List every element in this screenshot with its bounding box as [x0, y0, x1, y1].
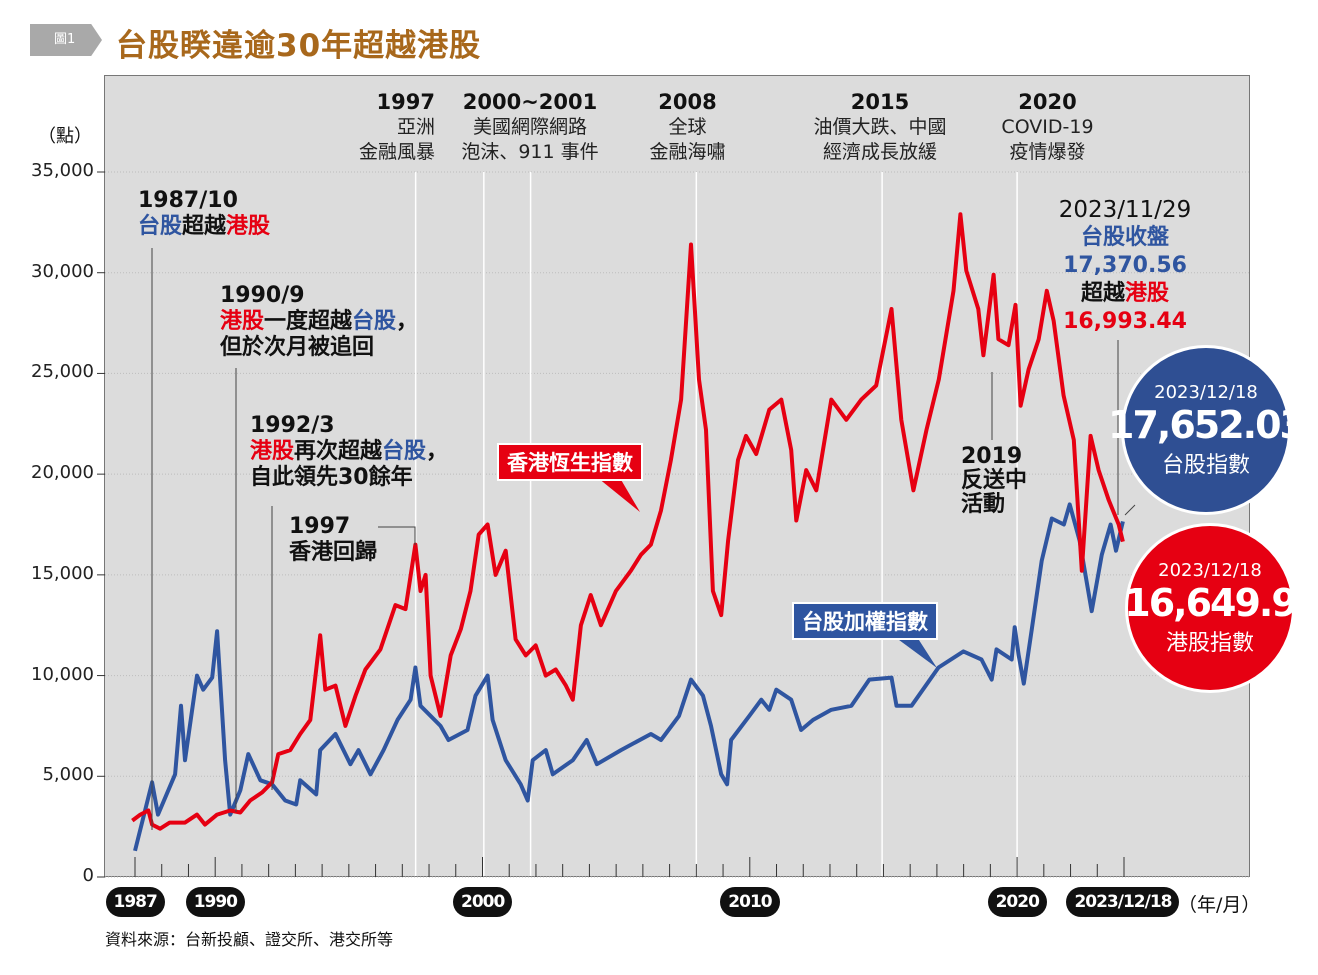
y-tick-label: 25,000	[31, 361, 94, 383]
hsi-label-pointer	[598, 478, 640, 512]
event-2000: 2000~2001 美國網際網路 泡沫、911 事件	[440, 90, 620, 165]
y-tick-label: 10,000	[31, 663, 94, 685]
event-year: 2020	[1018, 90, 1077, 114]
y-axis-label: （點）	[38, 126, 92, 147]
taiex-label-pointer	[895, 637, 937, 668]
taiex-series-label: 台股加權指數	[792, 602, 938, 640]
x-axis-label: （年/月）	[1178, 894, 1261, 916]
x-tick-label: 1990	[185, 887, 246, 917]
callout-2023: 2023/11/29 台股收盤 17,370.56 超越港股 16,993.44	[1058, 197, 1192, 334]
y-tick-label: 20,000	[31, 462, 94, 484]
chart-title: 台股睽違逾30年超越港股	[116, 28, 482, 64]
callout-1990: 1990/9 港股一度超越台股， 但於次月被追回	[220, 283, 419, 360]
callout-1997: 1997 香港回歸	[289, 514, 378, 565]
event-2008: 2008 全球 金融海嘯	[630, 90, 745, 165]
event-2020: 2020 COVID-19 疫情爆發	[985, 90, 1110, 165]
y-tick-label: 30,000	[31, 260, 94, 282]
x-tick-label: 2010	[720, 887, 780, 917]
callout-1987: 1987/10 台股超越港股	[138, 188, 271, 239]
event-year: 2000~2001	[462, 90, 598, 114]
taiex-line	[133, 502, 1125, 852]
source-note: 資料來源：台新投顧、證交所、港交所等	[105, 930, 394, 949]
event-year: 2015	[850, 90, 910, 114]
y-tick-label: 35,000	[31, 160, 94, 181]
callout-2019: 2019 反送中 活動	[961, 444, 1028, 517]
event-1997: 1997 亞洲 金融風暴	[340, 90, 435, 165]
y-tick-label: 5,000	[42, 764, 94, 786]
x-tick-label: 2000	[452, 887, 513, 917]
event-year: 2008	[658, 90, 717, 114]
callout-1992: 1992/3 港股再次超越台股， 自此領先30餘年	[250, 413, 449, 490]
x-tick-label: 2020	[987, 887, 1047, 917]
hsi-series-label: 香港恆生指數	[497, 443, 643, 481]
y-tick-label: 0	[82, 865, 94, 886]
callout-leader	[378, 526, 416, 545]
hsi-line	[131, 212, 1125, 831]
hsi-badge: 2023/12/18 16,649.9 港股指數	[1124, 523, 1298, 693]
y-tick-label: 15,000	[31, 562, 94, 584]
x-tick-label: 2023/12/18	[1066, 887, 1180, 917]
figure-tag: 圖1	[30, 24, 102, 56]
callout-leader	[1124, 504, 1136, 516]
event-2015: 2015 油價大跌、中國 經濟成長放緩	[790, 90, 970, 165]
event-year: 1997	[376, 90, 435, 114]
taiex-badge: 2023/12/18 17,652.03 台股指數	[1108, 345, 1306, 515]
x-tick-label: 1987	[105, 887, 165, 917]
